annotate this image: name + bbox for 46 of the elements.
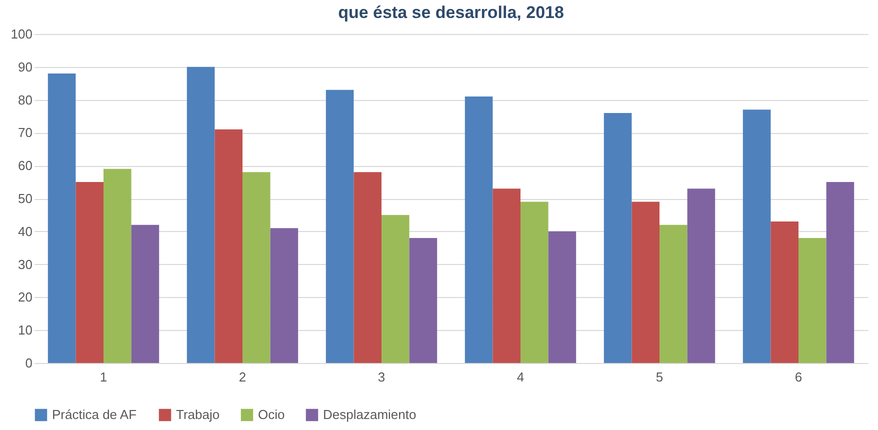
bar (186, 66, 215, 363)
x-tick-label: 4 (516, 370, 524, 384)
bar (798, 238, 826, 363)
bar (409, 238, 438, 363)
bar (604, 112, 632, 363)
y-tick-label: 20 (18, 290, 32, 305)
y-tick-label: 70 (18, 125, 32, 140)
legend-label: Ocio (258, 407, 285, 422)
x-tick-label: 1 (100, 370, 108, 384)
bar (354, 172, 382, 363)
bar (242, 172, 270, 363)
bar (548, 231, 576, 363)
bar (742, 110, 771, 363)
y-tick-label: 30 (18, 256, 32, 272)
bar (382, 214, 410, 363)
bar (520, 202, 548, 363)
y-tick-label: 60 (18, 158, 32, 174)
legend-label: Desplazamiento (323, 407, 416, 422)
bar (464, 96, 493, 363)
bar (326, 90, 354, 363)
x-tick-label: 3 (378, 370, 386, 384)
chart-title: que ésta se desarrolla, 2018 (338, 3, 564, 22)
y-tick-label: 100 (10, 26, 32, 42)
legend-label: Trabajo (176, 407, 220, 422)
bar (632, 202, 660, 363)
x-tick-label: 2 (238, 370, 246, 384)
bar (660, 224, 688, 363)
bar (492, 188, 520, 363)
y-tick-label: 0 (25, 356, 32, 370)
bar (131, 224, 160, 363)
y-tick-label: 40 (18, 224, 32, 239)
y-tick-label: 80 (18, 92, 32, 108)
legend-label: Práctica de AF (52, 407, 137, 422)
bar (687, 188, 716, 363)
y-tick-label: 50 (18, 191, 32, 206)
bar (770, 222, 798, 363)
y-tick-label: 10 (18, 322, 32, 338)
y-tick-label: 90 (18, 59, 32, 74)
bar (104, 168, 132, 363)
bar (76, 182, 104, 363)
bar (826, 182, 854, 363)
bar (214, 129, 242, 363)
bar (48, 73, 76, 363)
x-tick-label: 6 (794, 370, 802, 384)
x-tick-label: 5 (656, 370, 664, 384)
bar (270, 228, 298, 363)
